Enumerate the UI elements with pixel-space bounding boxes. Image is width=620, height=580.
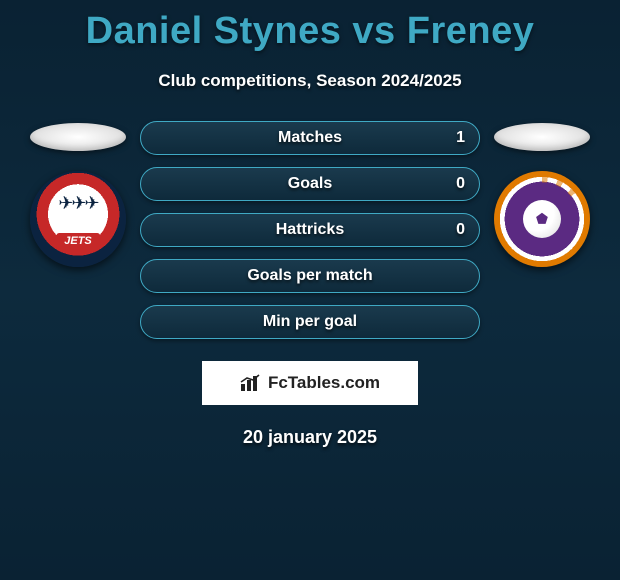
stat-row-matches: Matches 1	[140, 121, 480, 155]
stat-label: Matches	[278, 129, 342, 147]
stat-row-goals-per-match: Goals per match	[140, 259, 480, 293]
footer-date: 20 january 2025	[0, 427, 620, 448]
stat-label: Goals	[288, 175, 332, 193]
left-player-photo-placeholder	[30, 123, 126, 151]
subtitle: Club competitions, Season 2024/2025	[0, 71, 620, 91]
comparison-panel: ✈✈✈ Matches 1 Goals 0 Hattricks 0 Goals …	[0, 121, 620, 339]
stat-value-right: 0	[456, 221, 465, 239]
right-player-column	[482, 121, 602, 267]
right-player-photo-placeholder	[494, 123, 590, 151]
watermark: FcTables.com	[202, 361, 418, 405]
left-player-column: ✈✈✈	[18, 121, 138, 267]
stat-value-right: 1	[456, 129, 465, 147]
page-title: Daniel Stynes vs Freney	[0, 0, 620, 53]
stat-label: Hattricks	[276, 221, 344, 239]
right-club-badge	[494, 171, 590, 267]
stats-list: Matches 1 Goals 0 Hattricks 0 Goals per …	[138, 121, 482, 339]
left-club-badge: ✈✈✈	[30, 171, 126, 267]
stat-label: Min per goal	[263, 313, 357, 331]
stat-row-min-per-goal: Min per goal	[140, 305, 480, 339]
soccer-ball-icon	[523, 200, 561, 238]
stat-label: Goals per match	[247, 267, 372, 285]
stat-row-goals: Goals 0	[140, 167, 480, 201]
stat-row-hattricks: Hattricks 0	[140, 213, 480, 247]
watermark-text: FcTables.com	[268, 373, 380, 393]
chart-bars-icon	[240, 374, 262, 392]
jets-planes-icon: ✈✈✈	[58, 193, 97, 214]
stat-value-right: 0	[456, 175, 465, 193]
